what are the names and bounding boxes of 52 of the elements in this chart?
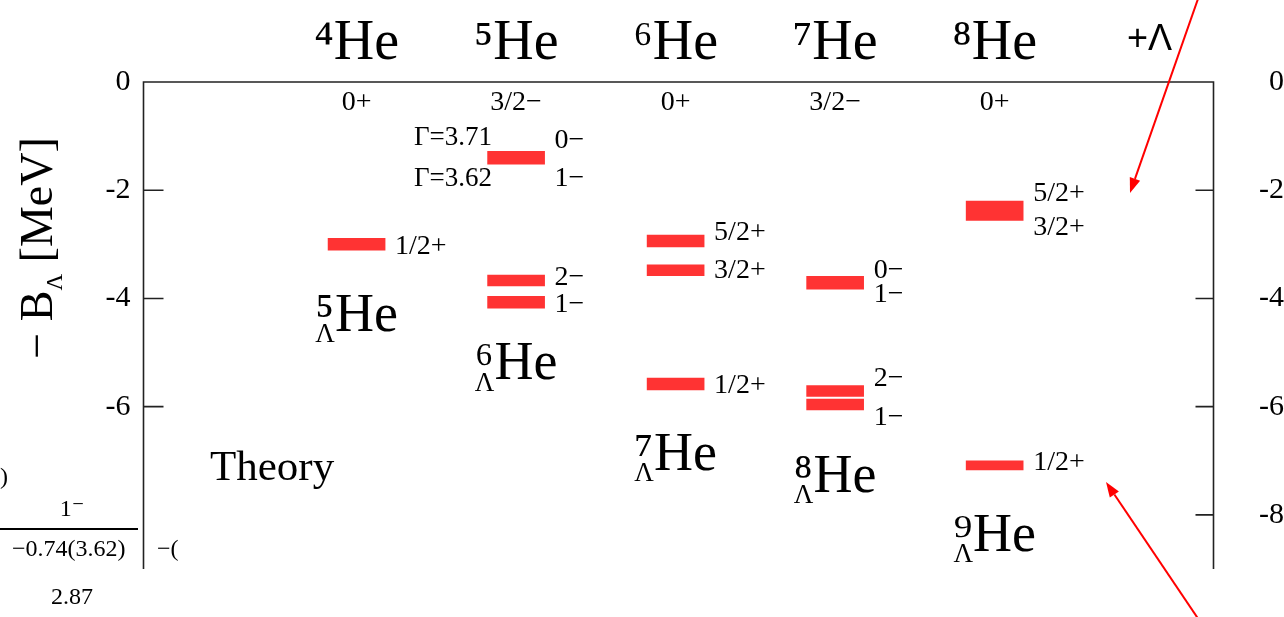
text: ) [0,463,8,490]
annotation: 3/2+ [1033,210,1085,242]
bar [806,385,864,397]
bar [646,234,705,248]
x-tick-label: ⁴He [314,9,399,72]
text: 2.87 [51,583,93,610]
annotation: 0+ [660,85,691,117]
annotation: 0+ [341,85,372,117]
annotation: Γ=3.71 [414,121,493,152]
text: −( [157,535,179,562]
bar [806,398,864,411]
annotation: 3/2+ [714,252,766,284]
annotation: 5/2+ [1033,176,1085,208]
y-tick-label: -4 [105,279,131,313]
bar [806,275,864,290]
annotation: 1/2+ [1033,445,1085,477]
annotation: Γ=3.62 [414,162,493,193]
y-tick-label: 0 [115,62,131,96]
annotation: 1/2+ [714,368,766,400]
y2-tick-label: -6 [1259,387,1284,421]
annotation: 5/2+ [714,215,766,247]
bar [327,238,386,251]
y-tick-label: -2 [105,171,131,205]
annotation: 2− [873,361,904,393]
text: 1⁻ [59,495,85,522]
annotation: 3/2− [490,85,542,117]
x-tick-label: ⁸He [952,9,1038,72]
annotation: 1/2+ [395,229,447,261]
bar [487,274,545,287]
bar [646,377,705,391]
x-tick-label: ⁶He [633,9,719,72]
bar [487,295,545,309]
y-tick-label: -6 [105,387,131,421]
y2-tick-label: 0 [1269,62,1284,96]
x-tick-label: ⁵He [473,9,559,72]
y2-tick-label: -2 [1259,171,1284,205]
y2-tick-label: -4 [1259,279,1284,313]
annotation: Theory [210,442,335,490]
bar [965,460,1024,471]
bar [487,150,545,165]
bar [965,200,1024,221]
annotation: 0− [554,122,585,154]
annotation: 1− [873,399,904,431]
y2-tick-label: -8 [1259,495,1284,529]
y-axis-title: − BΛ [MeV] [11,137,67,359]
text: −0.74(3.62) [12,535,126,562]
text: +Λ [1127,16,1173,58]
annotation: 3/2− [809,85,861,117]
annotation: 0+ [979,85,1010,117]
x-tick-label: ⁷He [792,9,878,72]
bar [646,264,705,277]
annotation: 1− [554,161,585,193]
